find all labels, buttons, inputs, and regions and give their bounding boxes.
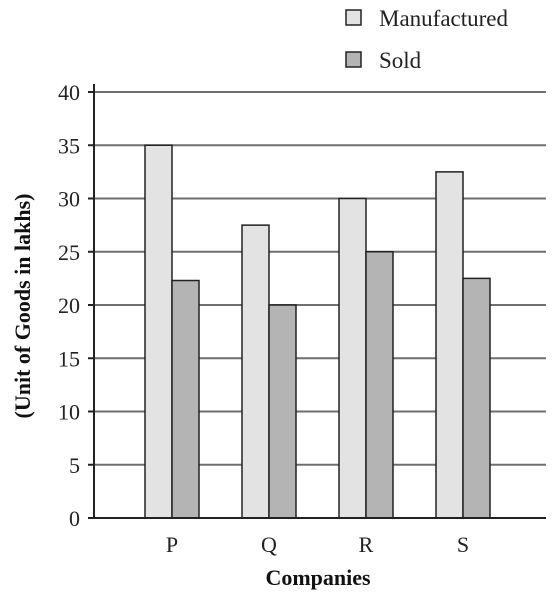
legend-swatch-sold bbox=[345, 51, 362, 68]
legend-swatch-manufactured bbox=[345, 9, 362, 26]
bars bbox=[144, 144, 491, 519]
x-tick-label: P bbox=[166, 532, 178, 557]
y-tick-label: 25 bbox=[58, 240, 80, 265]
y-tick-label: 5 bbox=[69, 453, 80, 478]
x-tick-label: Q bbox=[261, 532, 277, 557]
y-tick-label: 0 bbox=[69, 506, 80, 531]
bar-manufactured-s bbox=[435, 171, 464, 519]
y-tick-label: 35 bbox=[58, 133, 80, 158]
y-tick-label: 30 bbox=[58, 187, 80, 212]
y-tick-labels: 0 5 10 15 20 25 30 35 40 bbox=[58, 80, 94, 531]
x-tick-label: S bbox=[457, 532, 469, 557]
y-tick-label: 40 bbox=[58, 80, 80, 105]
bar-sold-q bbox=[268, 304, 297, 519]
x-axis-title: Companies bbox=[265, 565, 371, 590]
bar-sold-r bbox=[365, 251, 394, 519]
legend-label-manufactured: Manufactured bbox=[379, 6, 508, 31]
y-tick-label: 20 bbox=[58, 293, 80, 318]
bar-sold-s bbox=[462, 277, 491, 519]
bar-manufactured-p bbox=[144, 144, 173, 519]
y-tick-label: 15 bbox=[58, 346, 80, 371]
bar-manufactured-q bbox=[241, 224, 270, 519]
bar-sold-p bbox=[171, 279, 200, 519]
y-axis-title: (Unit of Goods in lakhs) bbox=[10, 194, 35, 419]
x-tick-label: R bbox=[359, 532, 374, 557]
legend: Manufactured Sold bbox=[345, 6, 508, 73]
legend-label-sold: Sold bbox=[379, 48, 422, 73]
bar-manufactured-r bbox=[338, 197, 367, 519]
y-tick-label: 10 bbox=[58, 400, 80, 425]
x-tick-labels: P Q R S bbox=[166, 532, 469, 557]
